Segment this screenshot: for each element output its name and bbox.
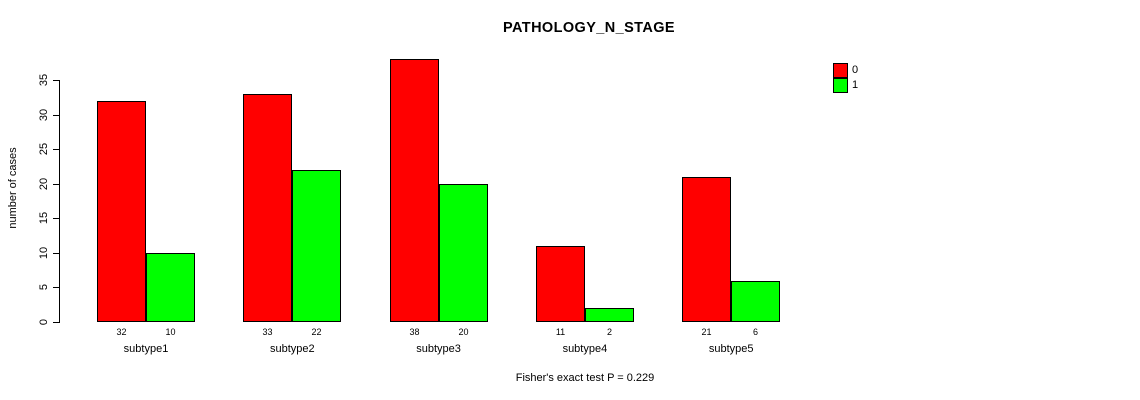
chart-title: PATHOLOGY_N_STAGE — [503, 20, 675, 36]
y-tick-label-35: 35 — [38, 73, 50, 87]
category-label-subtype1: subtype1 — [123, 343, 169, 355]
bar-subtype1-series-1 — [146, 253, 195, 322]
legend-label-0: 0 — [852, 64, 859, 76]
y-tick-10 — [53, 253, 59, 254]
legend-swatch-0 — [833, 63, 848, 78]
y-axis-label: number of cases — [7, 147, 19, 229]
category-label-subtype5: subtype5 — [708, 343, 754, 355]
value-label-subtype4-series-0: 11 — [555, 327, 566, 337]
legend-swatch-1 — [833, 78, 848, 93]
y-tick-label-30: 30 — [38, 108, 50, 122]
bar-subtype5-series-1 — [731, 281, 780, 322]
fisher-test-annotation: Fisher's exact test P = 0.229 — [515, 372, 655, 384]
y-tick-5 — [53, 287, 59, 288]
bar-subtype3-series-1 — [439, 184, 488, 322]
y-tick-label-15: 15 — [38, 211, 50, 225]
y-tick-35 — [53, 80, 59, 81]
value-label-subtype2-series-0: 33 — [262, 327, 273, 337]
category-label-subtype3: subtype3 — [416, 343, 461, 355]
value-label-subtype1-series-1: 10 — [165, 327, 176, 337]
bar-subtype4-series-0 — [536, 246, 585, 322]
y-tick-20 — [53, 184, 59, 185]
category-label-subtype2: subtype2 — [269, 343, 315, 355]
bar-subtype4-series-1 — [585, 308, 634, 322]
y-tick-label-0: 0 — [38, 318, 50, 326]
bar-subtype2-series-0 — [243, 94, 292, 322]
bar-subtype5-series-0 — [682, 177, 731, 322]
y-tick-15 — [53, 218, 59, 219]
bar-subtype1-series-0 — [97, 101, 146, 322]
y-tick-label-5: 5 — [38, 283, 50, 291]
y-tick-30 — [53, 115, 59, 116]
category-label-subtype4: subtype4 — [562, 343, 608, 355]
value-label-subtype3-series-1: 20 — [458, 327, 469, 337]
value-label-subtype5-series-0: 21 — [701, 327, 712, 337]
y-tick-label-25: 25 — [38, 142, 50, 156]
y-tick-label-10: 10 — [38, 246, 50, 260]
y-tick-25 — [53, 149, 59, 150]
y-tick-label-20: 20 — [38, 177, 50, 191]
value-label-subtype5-series-1: 6 — [752, 327, 758, 337]
bar-subtype3-series-0 — [390, 59, 439, 322]
bar-subtype2-series-1 — [292, 170, 341, 322]
value-label-subtype3-series-0: 38 — [409, 327, 420, 337]
legend-label-1: 1 — [852, 79, 859, 91]
value-label-subtype4-series-1: 2 — [606, 327, 612, 337]
value-label-subtype2-series-1: 22 — [311, 327, 322, 337]
y-tick-0 — [53, 322, 59, 323]
value-label-subtype1-series-0: 32 — [116, 327, 127, 337]
y-axis-line — [59, 80, 60, 323]
